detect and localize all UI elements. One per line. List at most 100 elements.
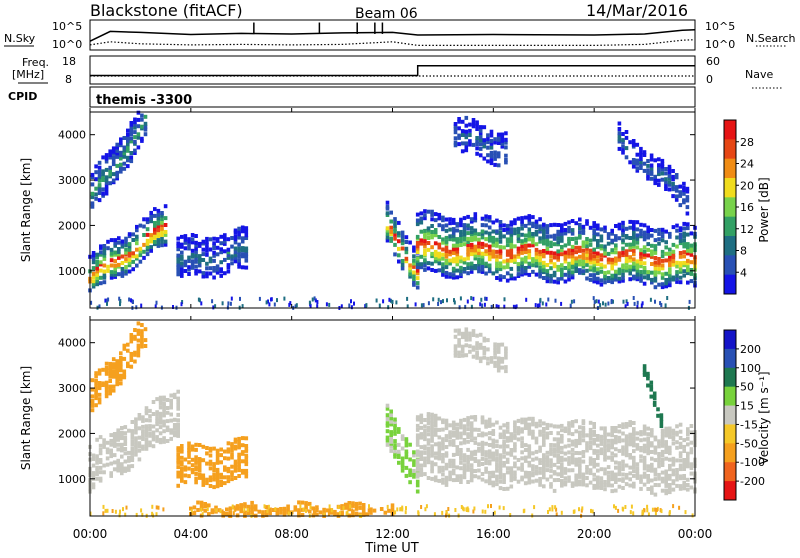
noise-left-tick-high: 10^5 — [52, 20, 82, 33]
range-cell — [505, 457, 510, 462]
range-cell — [230, 244, 234, 249]
range-cell — [430, 476, 434, 481]
range-cell — [542, 484, 546, 489]
range-cell — [140, 323, 144, 327]
range-cell — [495, 439, 499, 444]
range-cell — [135, 237, 139, 242]
range-cell — [657, 476, 661, 481]
range-cell — [111, 172, 116, 177]
range-cell — [502, 275, 506, 280]
range-cell — [124, 247, 128, 252]
range-cell — [628, 277, 632, 282]
range-cell — [426, 425, 431, 430]
range-cell — [119, 364, 123, 369]
noise-frame — [89, 19, 696, 51]
range-cell — [389, 409, 393, 414]
range-cell — [534, 229, 539, 234]
range-cell — [516, 239, 521, 244]
range-cell — [129, 333, 134, 337]
range-cell — [201, 512, 204, 517]
range-cell — [689, 440, 694, 445]
range-cell — [441, 456, 445, 460]
range-cell — [142, 217, 146, 222]
range-cell — [111, 159, 116, 164]
range-cell — [397, 246, 401, 251]
range-cell — [109, 448, 113, 453]
range-cell — [473, 253, 478, 258]
range-cell — [393, 220, 397, 225]
range-cell — [194, 480, 198, 485]
range-cell — [509, 438, 514, 443]
range-cell — [451, 220, 456, 225]
range-cell — [635, 475, 640, 480]
range-cell — [102, 470, 106, 475]
range-cell — [116, 434, 120, 438]
range-cell — [502, 448, 506, 453]
range-cell — [628, 440, 632, 445]
range-cell — [678, 190, 683, 195]
range-cell — [239, 503, 243, 508]
colorbar-frame — [723, 329, 737, 501]
range-cell — [545, 224, 550, 229]
range-cell — [592, 425, 596, 430]
range-cell — [509, 448, 514, 452]
range-cell — [136, 117, 141, 122]
range-cell — [632, 232, 636, 236]
range-cell — [201, 247, 206, 252]
range-cell — [480, 245, 485, 249]
range-cell — [610, 473, 614, 478]
range-cell — [480, 235, 485, 240]
range-cell — [556, 444, 560, 448]
range-cell — [104, 175, 109, 180]
range-cell — [570, 257, 575, 262]
range-cell — [393, 439, 397, 444]
range-cell — [91, 266, 96, 271]
range-cell — [197, 269, 202, 274]
range-cell — [477, 266, 481, 270]
range-cell — [433, 256, 438, 261]
range-cell — [495, 449, 499, 454]
range-cell — [230, 455, 234, 460]
range-cell — [119, 381, 123, 386]
range-cell — [451, 233, 456, 238]
range-cell — [667, 164, 672, 169]
range-cell — [542, 456, 546, 461]
range-cell — [570, 439, 575, 444]
range-cell — [151, 434, 156, 439]
range-cell — [531, 479, 535, 484]
range-cell — [151, 424, 156, 429]
range-cell — [477, 433, 481, 438]
range-cell — [496, 151, 501, 156]
range-cell — [596, 462, 600, 467]
range-cell — [412, 453, 416, 458]
range-cell — [462, 463, 467, 468]
range-cell — [180, 472, 184, 477]
range-cell — [119, 140, 123, 145]
range-cell — [223, 456, 227, 461]
range-cell — [466, 256, 470, 261]
range-cell — [639, 479, 643, 484]
range-cell — [477, 475, 481, 480]
range-cell — [466, 467, 470, 472]
range-cell — [369, 510, 373, 515]
range-cell — [574, 429, 578, 434]
range-cell — [491, 271, 496, 276]
range-cell — [144, 437, 149, 442]
range-cell — [480, 257, 485, 262]
range-cell — [617, 131, 622, 136]
range-cell — [639, 156, 643, 161]
range-cell — [531, 451, 535, 456]
range-cell — [578, 430, 582, 435]
range-cell — [563, 444, 568, 449]
range-cell — [459, 243, 463, 247]
range-cell — [570, 468, 575, 473]
range-cell — [205, 446, 209, 450]
range-cell — [513, 244, 517, 249]
range-cell — [433, 268, 438, 273]
range-cell — [160, 243, 164, 248]
range-cell — [208, 478, 213, 483]
range-cell — [459, 480, 463, 484]
noise-panel: N.Sky N.Search 10^5 10^0 10^5 10^0 — [4, 19, 796, 51]
range-cell — [404, 256, 409, 261]
range-cell — [208, 453, 213, 458]
